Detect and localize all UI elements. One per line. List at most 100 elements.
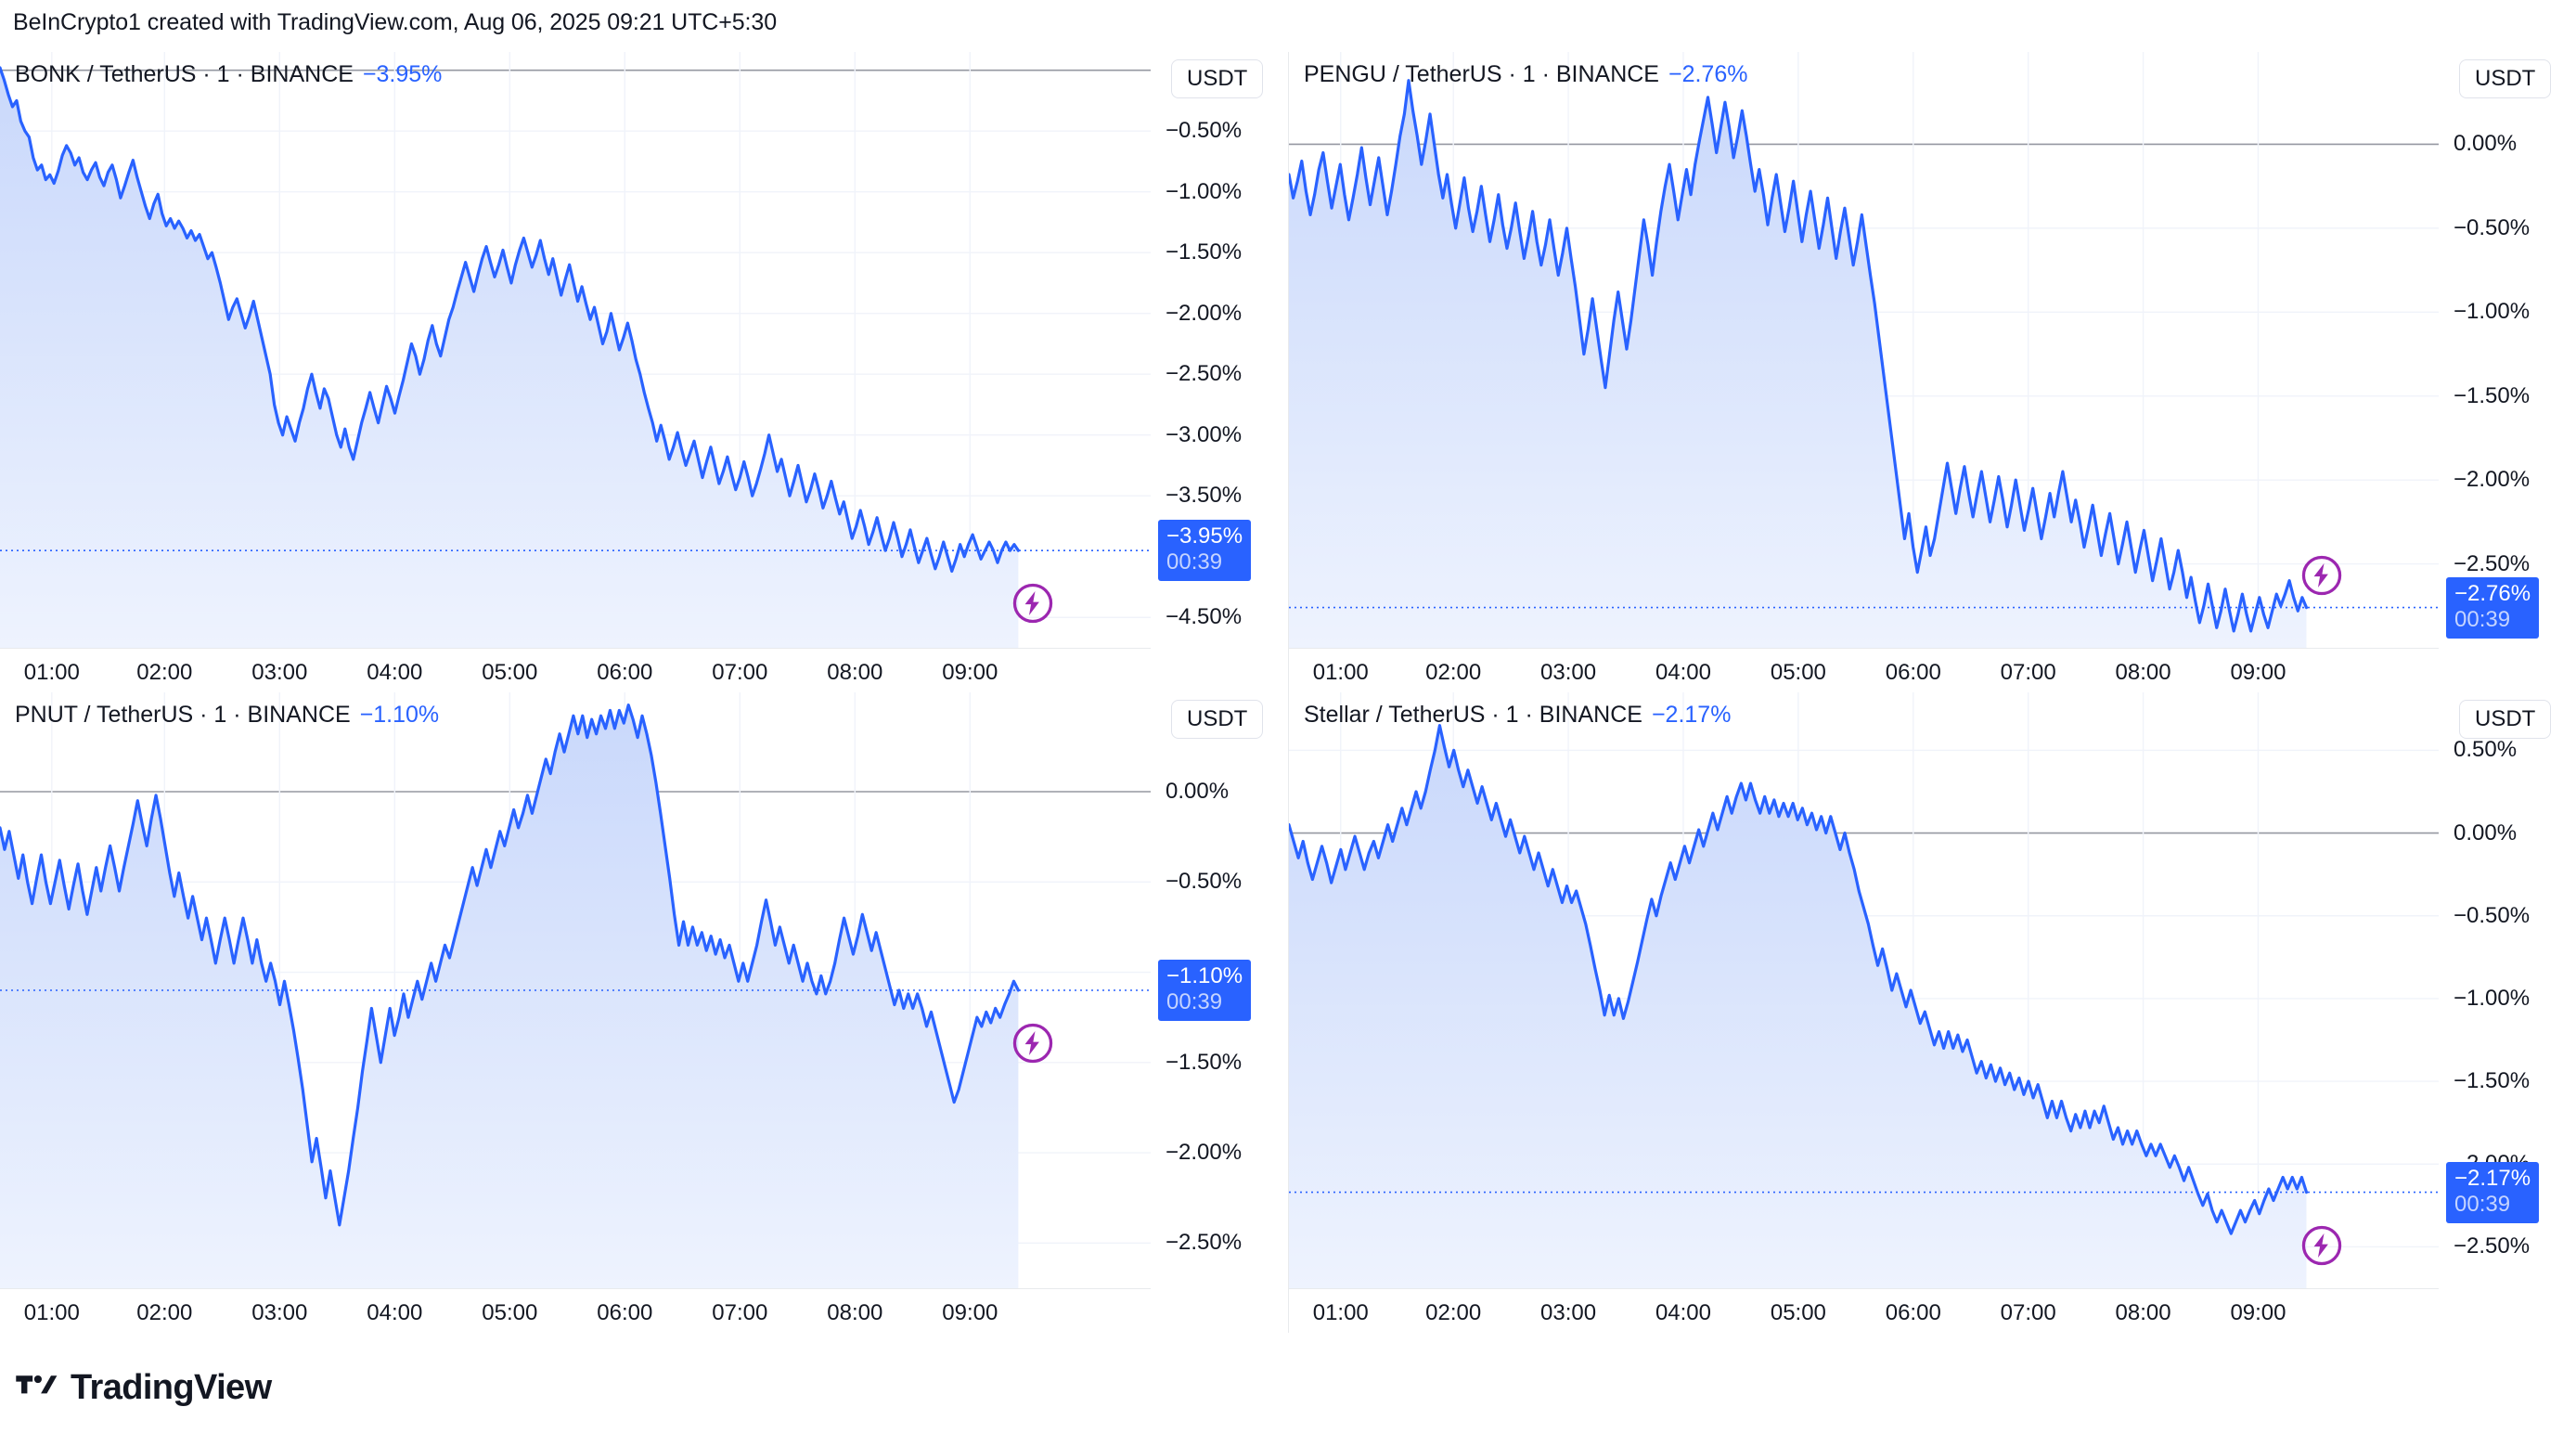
- currency-chip: USDT: [2459, 700, 2552, 739]
- price-axis-tick: −1.50%: [2454, 382, 2531, 408]
- panel-title-pengu[interactable]: PENGU / TetherUS · 1 · BINANCE −2.76%: [1304, 61, 1747, 88]
- realtime-lightning-icon[interactable]: [1011, 582, 1054, 625]
- time-axis-tick: 01:00: [23, 660, 80, 685]
- price-axis-tick: −0.50%: [1166, 869, 1243, 895]
- change-percent: −3.95%: [362, 61, 443, 87]
- currency-chip: USDT: [2459, 59, 2552, 98]
- price-axis-tick: −3.00%: [1166, 421, 1243, 447]
- realtime-lightning-icon[interactable]: [2300, 554, 2343, 597]
- time-axis-tick: 09:00: [2230, 660, 2286, 685]
- symbol-label: BONK / TetherUS · 1 · BINANCE: [15, 61, 354, 87]
- plot-area-bonk[interactable]: [0, 52, 1151, 648]
- change-percent: −1.10%: [359, 702, 440, 728]
- time-axis-tick: 01:00: [1312, 1300, 1369, 1325]
- chart-panel-stellar[interactable]: Stellar / TetherUS · 1 · BINANCE −2.17% 0…: [1288, 692, 2576, 1333]
- symbol-label: PENGU / TetherUS · 1 · BINANCE: [1304, 61, 1659, 87]
- price-axis-tick: −2.00%: [1166, 1140, 1243, 1166]
- chart-panel-bonk[interactable]: BONK / TetherUS · 1 · BINANCE −3.95% 01:0…: [0, 52, 1288, 692]
- price-axis-tick: −2.50%: [2454, 550, 2531, 576]
- last-price-value: −3.95%: [1166, 523, 1243, 549]
- time-axis-pengu[interactable]: 01:00 02:00 03:00 04:00 05:00 06:00 07:00 08:00…: [1289, 648, 2439, 692]
- price-axis-tick: −1.00%: [2454, 985, 2531, 1011]
- price-axis-tick: −0.50%: [2454, 214, 2531, 240]
- price-axis-tick: −1.00%: [1166, 178, 1243, 204]
- change-percent: −2.17%: [1651, 702, 1732, 728]
- time-axis-tick: 03:00: [1540, 1300, 1597, 1325]
- price-axis-tick: −1.00%: [2454, 299, 2531, 325]
- chart-panel-pnut[interactable]: PNUT / TetherUS · 1 · BINANCE −1.10% 01:0…: [0, 692, 1288, 1333]
- time-axis-tick: 06:00: [597, 660, 653, 685]
- price-axis-tick: 0.50%: [2454, 737, 2518, 763]
- price-axis-tick: −2.50%: [1166, 1230, 1243, 1256]
- price-axis-tick: −4.50%: [1166, 604, 1243, 630]
- time-axis-pnut[interactable]: 01:00 02:00 03:00 04:00 05:00 06:00 07:00 08:00…: [0, 1288, 1151, 1333]
- time-axis-tick: 02:00: [136, 660, 193, 685]
- time-axis-tick: 07:00: [712, 1300, 768, 1325]
- time-axis-bonk[interactable]: 01:00 02:00 03:00 04:00 05:00 06:00 07:00 08:00…: [0, 648, 1151, 692]
- chart-grid: BONK / TetherUS · 1 · BINANCE −3.95% 01:0…: [0, 52, 2576, 1333]
- time-axis-stellar[interactable]: 01:00 02:00 03:00 04:00 05:00 06:00 07:00 08:00…: [1289, 1288, 2439, 1333]
- bar-countdown: 00:39: [2454, 606, 2511, 632]
- panel-title-stellar[interactable]: Stellar / TetherUS · 1 · BINANCE −2.17%: [1304, 702, 1731, 729]
- time-axis-tick: 05:00: [482, 660, 538, 685]
- price-axis-tick: −2.00%: [1166, 300, 1243, 326]
- price-axis-tick: −1.50%: [2454, 1068, 2531, 1094]
- change-percent: −2.76%: [1668, 61, 1748, 87]
- time-axis-tick: 08:00: [2115, 1300, 2171, 1325]
- price-axis-tick: 0.00%: [2454, 820, 2518, 846]
- time-axis-tick: 08:00: [827, 1300, 883, 1325]
- last-price-badge[interactable]: −1.10% 00:39: [1158, 960, 1252, 1021]
- price-axis-tick: −2.50%: [1166, 361, 1243, 387]
- time-axis-tick: 02:00: [1425, 660, 1482, 685]
- symbol-label: Stellar / TetherUS · 1 · BINANCE: [1304, 702, 1642, 728]
- last-price-badge[interactable]: −2.76% 00:39: [2446, 576, 2540, 639]
- plot-area-stellar[interactable]: [1289, 692, 2439, 1288]
- realtime-lightning-icon[interactable]: [1011, 1022, 1054, 1065]
- tradingview-wordmark: TradingView: [71, 1367, 272, 1407]
- time-axis-tick: 02:00: [136, 1300, 193, 1325]
- panel-title-bonk[interactable]: BONK / TetherUS · 1 · BINANCE −3.95%: [15, 61, 442, 88]
- currency-chip: USDT: [1171, 700, 1264, 739]
- time-axis-tick: 06:00: [597, 1300, 653, 1325]
- time-axis-tick: 01:00: [1312, 660, 1369, 685]
- plot-area-pengu[interactable]: [1289, 52, 2439, 648]
- price-axis-tick: −0.50%: [1166, 118, 1243, 144]
- chart-panel-pengu[interactable]: PENGU / TetherUS · 1 · BINANCE −2.76% 01:…: [1288, 52, 2576, 692]
- bar-countdown: 00:39: [2454, 1191, 2511, 1217]
- price-axis-tick: −2.00%: [2454, 467, 2531, 493]
- price-axis-tick: 0.00%: [1166, 779, 1230, 804]
- price-scale-stellar[interactable]: USDT 0.50%0.00%−0.50%−1.00%−1.50%−2.00%−…: [2439, 692, 2576, 1333]
- time-axis-tick: 07:00: [2000, 660, 2056, 685]
- last-price-badge[interactable]: −2.17% 00:39: [2446, 1161, 2540, 1223]
- last-price-badge[interactable]: −3.95% 00:39: [1158, 520, 1252, 582]
- bar-countdown: 00:39: [1166, 549, 1223, 575]
- price-axis-tick: −1.50%: [1166, 1049, 1243, 1075]
- time-axis-tick: 07:00: [2000, 1300, 2056, 1325]
- price-axis-tick: −2.50%: [2454, 1233, 2531, 1259]
- time-axis-tick: 04:00: [367, 1300, 423, 1325]
- currency-chip: USDT: [1171, 59, 1264, 98]
- time-axis-tick: 02:00: [1425, 1300, 1482, 1325]
- realtime-lightning-icon[interactable]: [2300, 1224, 2343, 1267]
- footer-branding: TradingView: [15, 1366, 272, 1409]
- price-scale-pnut[interactable]: USDT 0.00%−0.50%−1.00%−1.50%−2.00%−2.50%…: [1151, 692, 1288, 1333]
- time-axis-tick: 05:00: [1770, 660, 1826, 685]
- time-axis-tick: 04:00: [367, 660, 423, 685]
- time-axis-tick: 08:00: [2115, 660, 2171, 685]
- price-scale-pengu[interactable]: USDT 0.00% −0.50% −1.00% −1.50% −2.00% −2.50%…: [2439, 52, 2576, 692]
- time-axis-tick: 04:00: [1655, 660, 1711, 685]
- price-scale-bonk[interactable]: USDT −0.50% −1.00% −1.50% −2.00% −2.50% −3.00…: [1151, 52, 1288, 692]
- panel-title-pnut[interactable]: PNUT / TetherUS · 1 · BINANCE −1.10%: [15, 702, 439, 729]
- price-axis-tick: −1.50%: [1166, 239, 1243, 265]
- last-price-value: −2.17%: [2454, 1165, 2531, 1191]
- attribution-text: BeInCrypto1 created with TradingView.com…: [13, 9, 778, 35]
- time-axis-tick: 06:00: [1885, 660, 1941, 685]
- time-axis-tick: 03:00: [251, 1300, 308, 1325]
- time-axis-tick: 09:00: [2230, 1300, 2286, 1325]
- time-axis-tick: 01:00: [23, 1300, 80, 1325]
- time-axis-tick: 08:00: [827, 660, 883, 685]
- symbol-label: PNUT / TetherUS · 1 · BINANCE: [15, 702, 351, 728]
- plot-area-pnut[interactable]: [0, 692, 1151, 1288]
- time-axis-tick: 09:00: [942, 1300, 998, 1325]
